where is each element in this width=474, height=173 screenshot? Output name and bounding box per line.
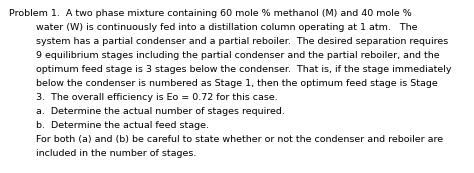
Text: b.  Determine the actual feed stage.: b. Determine the actual feed stage. (36, 121, 209, 130)
Text: 3.  The overall efficiency is Eo = 0.72 for this case.: 3. The overall efficiency is Eo = 0.72 f… (36, 93, 277, 102)
Text: For both (a) and (b) be careful to state whether or not the condenser and reboil: For both (a) and (b) be careful to state… (36, 135, 443, 144)
Text: optimum feed stage is 3 stages below the condenser.  That is, if the stage immed: optimum feed stage is 3 stages below the… (36, 65, 451, 74)
Text: a.  Determine the actual number of stages required.: a. Determine the actual number of stages… (36, 107, 284, 116)
Text: below the condenser is numbered as Stage 1, then the optimum feed stage is Stage: below the condenser is numbered as Stage… (36, 79, 438, 88)
Text: system has a partial condenser and a partial reboiler.  The desired separation r: system has a partial condenser and a par… (36, 37, 448, 46)
Text: 9 equilibrium stages including the partial condenser and the partial reboiler, a: 9 equilibrium stages including the parti… (36, 51, 439, 60)
Text: Problem 1.  A two phase mixture containing 60 mole % methanol (M) and 40 mole %: Problem 1. A two phase mixture containin… (9, 9, 411, 18)
Text: water (W) is continuously fed into a distillation column operating at 1 atm.   T: water (W) is continuously fed into a dis… (36, 23, 417, 32)
Text: included in the number of stages.: included in the number of stages. (36, 149, 196, 158)
